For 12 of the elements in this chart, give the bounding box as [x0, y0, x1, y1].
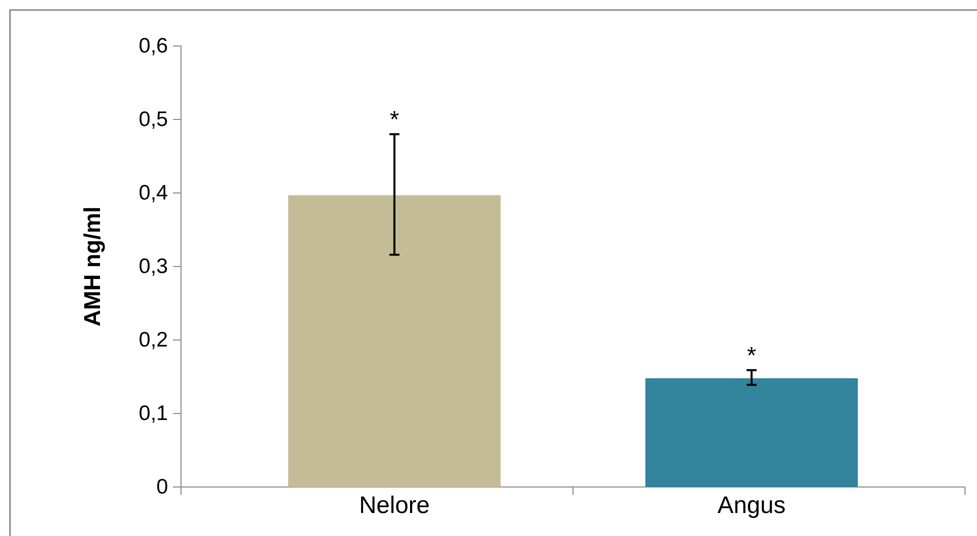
- y-tick-label: 0: [156, 476, 168, 499]
- y-tick-label: 0,3: [138, 255, 168, 278]
- annotation: *: [746, 342, 756, 370]
- y-tick-label: 0,4: [138, 182, 168, 205]
- x-tick-label: Nelore: [359, 492, 430, 519]
- annotation: *: [390, 106, 400, 134]
- y-tick-label: 0,1: [138, 402, 168, 426]
- y-tick-label: 0,6: [138, 34, 168, 58]
- y-tick-label: 0,2: [138, 328, 168, 352]
- x-tick-label: Angus: [718, 492, 786, 519]
- y-axis-title: AMH ng/ml: [79, 206, 105, 327]
- y-tick-label: 0,5: [138, 108, 168, 132]
